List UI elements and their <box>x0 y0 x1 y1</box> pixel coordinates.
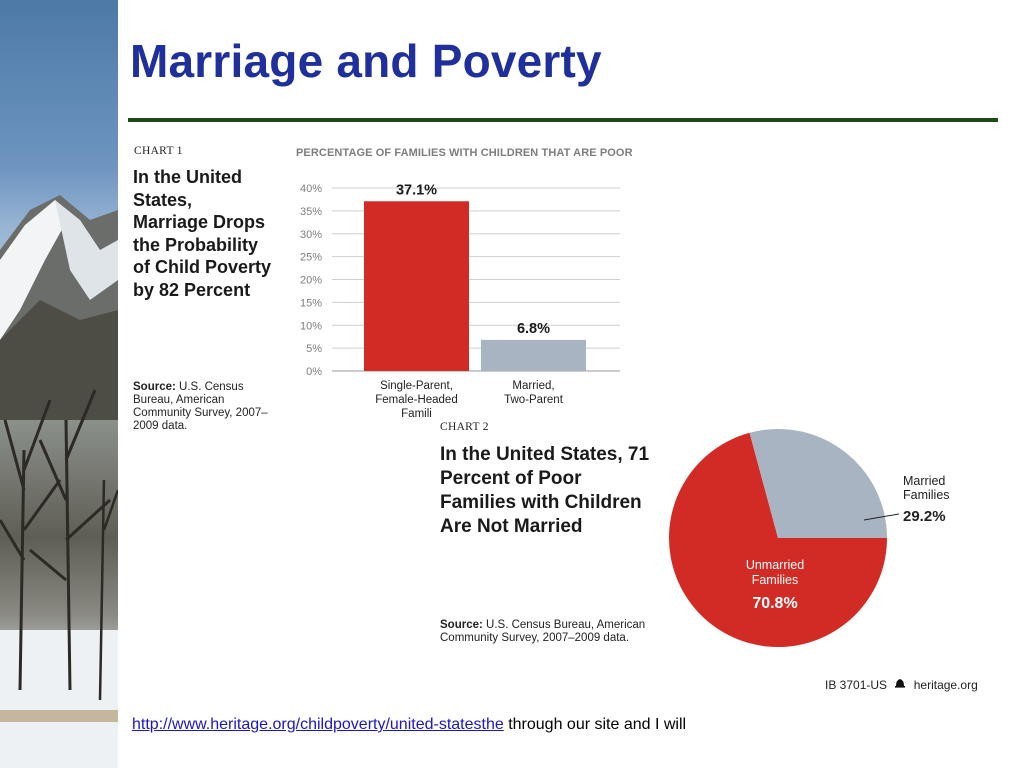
y-tick-label: 5% <box>306 343 322 355</box>
chart2-tag: CHART 2 <box>440 421 489 433</box>
chart2-source-text: U.S. Census Bureau, American Community S… <box>440 619 646 644</box>
y-tick-label: 0% <box>306 366 322 378</box>
bar-chart: 0% 5% 10% 15% 20% 25% 30% 35% 40% 37.1% Single-Par… <box>300 182 620 420</box>
trees-image <box>0 389 118 768</box>
bar <box>481 339 586 371</box>
slide-title: Marriage and Poverty <box>130 35 602 87</box>
chart1-subtitle: PERCENTAGE OF FAMILIES WITH CHILDREN THA… <box>296 147 633 159</box>
pie-slice <box>669 432 887 647</box>
footer-id: IB 3701-US heritage.org <box>825 677 978 692</box>
liberty-bell-icon <box>894 677 906 692</box>
pie-slice-value: 70.8% <box>752 595 797 612</box>
footer-text: http://www.heritage.org/childpoverty/uni… <box>132 716 686 734</box>
pie-slice-label: Married Families <box>903 474 950 502</box>
source-link[interactable]: http://www.heritage.org/childpoverty/uni… <box>132 716 504 733</box>
pie-slice <box>749 429 887 538</box>
x-category-label: Married, Two-Parent <box>504 380 564 406</box>
chart2-source: Source: U.S. Census Bureau, American Com… <box>440 619 655 645</box>
footer-trailing-text: through our site and I will <box>503 716 687 733</box>
chart1-source-text: U.S. Census Bureau, American Community S… <box>133 381 268 432</box>
mountain-image <box>0 195 118 420</box>
sidebar-photo <box>0 0 118 768</box>
bar-value-label: 37.1% <box>396 182 437 198</box>
bar <box>364 201 469 371</box>
y-tick-label: 15% <box>300 297 322 309</box>
chart2-source-label: Source: <box>440 619 483 631</box>
bar-value-label: 6.8% <box>517 321 550 337</box>
chart2-headline: In the United States, 71 Percent of Poor… <box>440 444 650 537</box>
chart1-tag: CHART 1 <box>134 145 183 157</box>
y-tick-label: 25% <box>300 252 322 264</box>
pie-slice-value: 29.2% <box>903 508 946 525</box>
y-tick-label: 40% <box>300 183 322 195</box>
chart1-headline: In the United States, Marriage Drops the… <box>133 167 272 300</box>
y-tick-label: 35% <box>300 206 322 218</box>
x-category-label: Single-Parent, Female-Headed Famili <box>375 380 457 420</box>
pie-slice-label: Unmarried Families <box>746 558 804 587</box>
title-divider <box>128 118 998 122</box>
report-id: IB 3701-US <box>825 678 888 692</box>
y-tick-label: 20% <box>300 275 322 287</box>
chart1-source: Source: U.S. Census Bureau, American Com… <box>133 381 283 433</box>
leader-line <box>863 513 900 521</box>
y-tick-label: 10% <box>300 320 322 332</box>
chart1-source-label: Source: <box>133 381 176 393</box>
y-tick-label: 30% <box>300 229 322 241</box>
site-name: heritage.org <box>913 678 978 692</box>
pie-chart: Unmarried Families 70.8% Married Families 29.… <box>669 429 950 647</box>
